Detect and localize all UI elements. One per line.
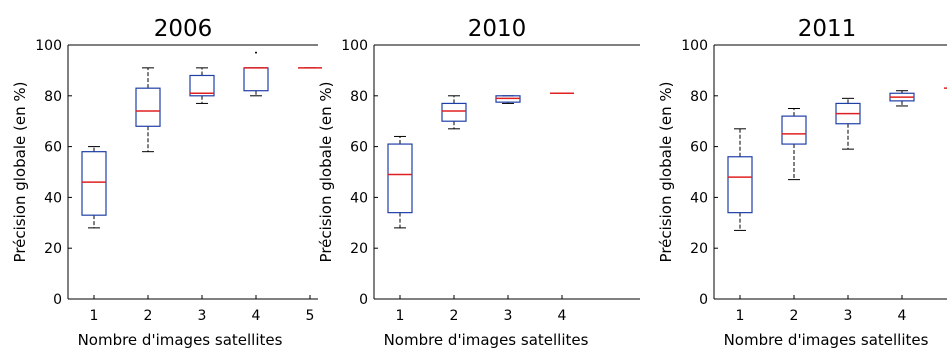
box-4: [889, 90, 915, 107]
box-3: [495, 95, 521, 104]
y-tick-label: 100: [35, 38, 62, 54]
box-2: [781, 108, 807, 181]
iqr-box: [387, 143, 413, 214]
y-tick-label: 40: [44, 190, 62, 206]
y-tick-label: 80: [690, 89, 708, 105]
y-tick-label: 60: [690, 140, 708, 156]
y-tick-label: 80: [350, 89, 368, 105]
x-tick-label: 2: [790, 308, 799, 324]
box-1: [727, 128, 753, 231]
x-tick-label: 4: [252, 308, 261, 324]
y-tick-label: 20: [690, 241, 708, 257]
x-tick-label: 3: [504, 308, 513, 324]
iqr-box: [189, 74, 215, 97]
outlier-point: [255, 51, 257, 54]
y-axis-label: Précision globale (en %): [11, 82, 29, 263]
x-axis-label: Nombre d'images satellites: [78, 331, 283, 349]
x-tick-label: 2: [144, 308, 153, 324]
iqr-box: [243, 67, 269, 92]
x-tick-label: 1: [396, 308, 405, 324]
box-3: [835, 97, 861, 150]
x-tick-label: 5: [306, 308, 315, 324]
x-tick-label: 2: [450, 308, 459, 324]
x-tick-label: 1: [736, 308, 745, 324]
panel-2010: 2010 0 20 40 60 80 100 1 2 3 4 Nombre d'images sate…: [317, 16, 640, 349]
box-4: [243, 51, 269, 97]
y-tick-label: 0: [699, 292, 708, 308]
iqr-box: [135, 87, 161, 127]
panel-2011: 201102040608010012345Nombre d'images sat…: [657, 16, 947, 349]
box-3: [189, 67, 215, 104]
chart-title: 2010: [468, 16, 527, 42]
iqr-box: [727, 156, 753, 214]
chart-title: 2011: [798, 16, 857, 42]
y-tick-label: 40: [690, 190, 708, 206]
x-tick-label: 4: [558, 308, 567, 324]
y-tick-label: 20: [44, 241, 62, 257]
panel-2006: 2006 0 20 40 60 80 100 1 2 3 4 5 Nombre d'images sat…: [11, 16, 322, 349]
box-2: [135, 67, 161, 153]
x-tick-label: 3: [844, 308, 853, 324]
y-tick-label: 100: [341, 38, 368, 54]
y-tick-label: 0: [359, 292, 368, 308]
x-axis-label: Nombre d'images satellites: [384, 331, 589, 349]
box-1: [387, 135, 413, 229]
y-tick-label: 80: [44, 89, 62, 105]
x-tick-label: 1: [90, 308, 99, 324]
y-tick-label: 40: [350, 190, 368, 206]
x-axis-label: Nombre d'images satellites: [724, 331, 929, 349]
y-tick-label: 100: [681, 38, 708, 54]
x-tick-label: 3: [198, 308, 207, 324]
chart-title: 2006: [154, 16, 213, 42]
y-axis-label: Précision globale (en %): [317, 82, 335, 263]
y-tick-label: 20: [350, 241, 368, 257]
box-2: [441, 95, 467, 130]
iqr-box: [81, 151, 107, 216]
box-1: [81, 146, 107, 229]
y-tick-label: 60: [44, 140, 62, 156]
y-axis-label: Précision globale (en %): [657, 82, 675, 263]
y-tick-label: 0: [53, 292, 62, 308]
y-tick-label: 60: [350, 140, 368, 156]
x-tick-label: 4: [898, 308, 907, 324]
iqr-box: [441, 102, 467, 122]
iqr-box: [781, 115, 807, 145]
